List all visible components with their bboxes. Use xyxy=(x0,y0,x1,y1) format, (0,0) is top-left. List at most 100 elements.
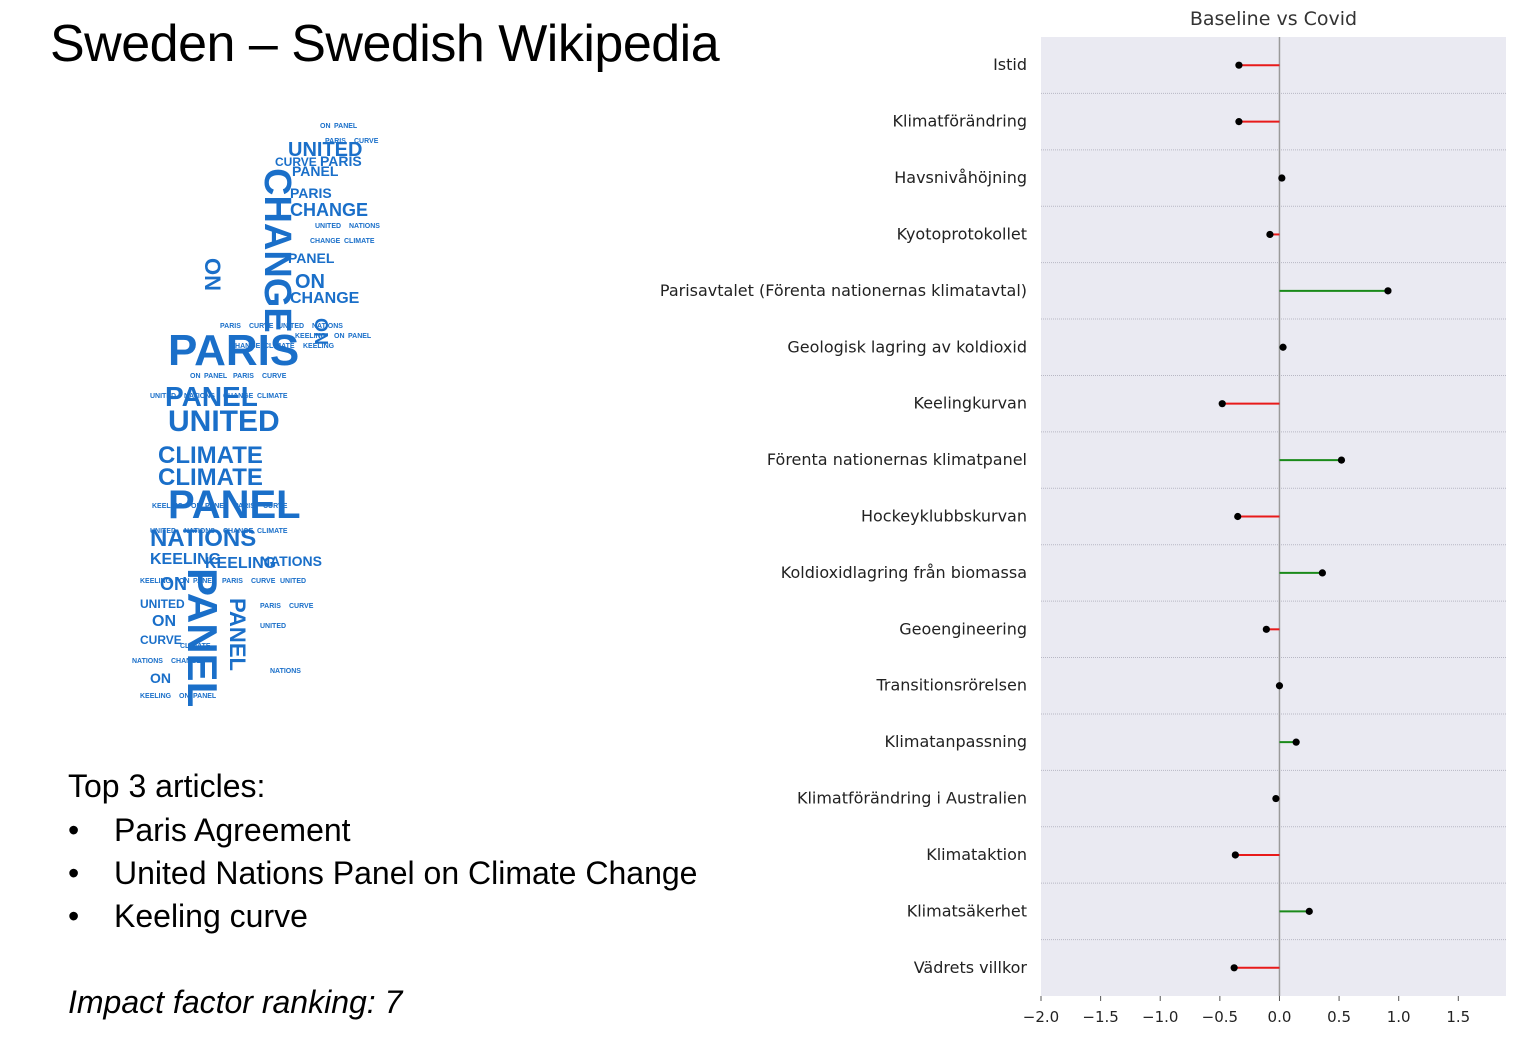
cloud-word: CHANGE xyxy=(290,200,368,220)
cloud-word: PARIS xyxy=(290,185,332,201)
cloud-word: PANEL xyxy=(225,598,250,671)
lollipop-point xyxy=(1218,400,1226,408)
sweden-map-shape xyxy=(118,91,406,728)
category-label: Vädrets villkor xyxy=(914,958,1028,977)
cloud-filler-word: KEELING xyxy=(295,333,327,340)
lollipop-point xyxy=(1318,569,1326,577)
list-item: • United Nations Panel on Climate Change xyxy=(68,852,697,895)
cloud-filler-word: ON xyxy=(179,693,190,700)
x-tick-label: −0.5 xyxy=(1202,1008,1238,1026)
category-label: Transitionsrörelsen xyxy=(875,676,1027,695)
cloud-filler-word: PANEL xyxy=(193,693,217,700)
cloud-word: CHANGE xyxy=(256,168,298,333)
cloud-word: KEELING xyxy=(150,551,221,568)
cloud-filler-word: CURVE xyxy=(289,603,314,610)
lollipop-point xyxy=(1272,794,1280,803)
cloud-word: PARIS xyxy=(320,153,362,169)
cloud-filler-word: PANEL xyxy=(348,333,372,340)
cloud-filler-word: NATIONS xyxy=(132,658,163,665)
word-cloud-sweden: CHANGE PARIS PANEL UNITED CLIMATE CLIMATE PANE… xyxy=(110,88,530,738)
impact-factor-ranking: Impact factor ranking: 7 xyxy=(68,984,403,1020)
category-label: Klimatanpassning xyxy=(884,732,1027,751)
slide-title: Sweden – Swedish Wikipedia xyxy=(50,15,720,73)
x-tick-label: −2.0 xyxy=(1023,1008,1059,1026)
cloud-word: CURVE xyxy=(140,633,182,647)
article-title: United Nations Panel on Climate Change xyxy=(114,855,698,891)
cloud-filler-word: NATIONS xyxy=(270,668,301,675)
list-item: • Paris Agreement xyxy=(68,809,697,852)
cloud-filler-word: CURVE xyxy=(249,323,274,330)
cloud-word: PANEL xyxy=(168,483,301,527)
cloud-filler-word: CLIMATE xyxy=(257,393,288,400)
cloud-filler-word: PARIS xyxy=(260,603,281,610)
cloud-filler-word: UNITED xyxy=(280,578,306,585)
category-label: Klimatförändring i Australien xyxy=(797,789,1027,808)
category-label: Havsnivåhöjning xyxy=(894,168,1027,187)
cloud-word: NATIONS xyxy=(150,525,256,552)
cloud-filler-word: CHANGE xyxy=(223,528,254,535)
cloud-filler-word: ON xyxy=(179,578,190,585)
cloud-word: PANEL xyxy=(288,250,335,266)
cloud-word: NATIONS xyxy=(260,553,322,569)
category-label: Geoengineering xyxy=(899,619,1027,638)
category-label: Förenta nationernas klimatpanel xyxy=(767,450,1027,469)
chart-title: Baseline vs Covid xyxy=(1190,8,1357,30)
lollipop-point xyxy=(1292,738,1300,746)
cloud-filler-word: CLIMATE xyxy=(264,343,295,350)
lollipop-point xyxy=(1279,343,1287,351)
cloud-word: UNITED xyxy=(288,139,362,161)
bullet-icon: • xyxy=(68,855,80,891)
x-tick-label: 1.0 xyxy=(1387,1008,1411,1026)
cloud-filler-word: KEELING xyxy=(303,343,335,350)
cloud-filler-word: CHANGE xyxy=(310,238,341,245)
x-tick-label: −1.0 xyxy=(1142,1008,1178,1026)
cloud-filler-word: CLIMATE xyxy=(257,528,288,535)
cloud-filler-word: ON xyxy=(190,373,201,380)
cloud-filler-word: CURVE xyxy=(262,373,287,380)
cloud-filler-word: ON xyxy=(191,503,202,510)
lollipop-point xyxy=(1278,174,1286,182)
cloud-word: PANEL xyxy=(179,568,226,707)
cloud-word: PANEL xyxy=(292,163,339,179)
cloud-filler-word: NATIONS xyxy=(349,223,380,230)
cloud-filler-word: PARIS xyxy=(325,138,346,145)
category-label: Parisavtalet (Förenta nationernas klimat… xyxy=(660,281,1027,300)
cloud-word: KEELING xyxy=(205,555,276,572)
lollipop-point xyxy=(1262,625,1270,633)
top-articles-list: • Paris Agreement • United Nations Panel o… xyxy=(68,809,697,938)
cloud-word: ON xyxy=(152,613,176,630)
category-label: Kyotoprotokollet xyxy=(897,224,1027,243)
cloud-filler-word: CHANGE xyxy=(171,658,202,665)
cloud-filler-word: UNITED xyxy=(150,393,176,400)
article-title: Paris Agreement xyxy=(114,812,351,848)
lollipop-point xyxy=(1275,682,1284,690)
category-label: Geologisk lagring av koldioxid xyxy=(787,337,1027,356)
cloud-word: ON xyxy=(311,318,331,345)
top-articles: Top 3 articles: • Paris Agreement • United… xyxy=(68,768,697,938)
cloud-filler-word: NATIONS xyxy=(184,393,215,400)
cloud-filler-word: UNITED xyxy=(150,528,176,535)
x-tick-label: 1.5 xyxy=(1446,1008,1470,1026)
cloud-filler-word: PANEL xyxy=(204,373,228,380)
x-tick-label: −1.5 xyxy=(1082,1008,1118,1026)
cloud-word: CLIMATE xyxy=(158,464,263,491)
cloud-filler-word: PARIS xyxy=(234,503,255,510)
category-label: Klimataktion xyxy=(926,845,1027,864)
cloud-filler-word: PARIS xyxy=(220,323,241,330)
category-label: Koldioxidlagring från biomassa xyxy=(781,563,1027,582)
cloud-filler-word: UNITED xyxy=(278,323,304,330)
category-label: Klimatförändring xyxy=(893,112,1027,131)
lollipop-point xyxy=(1235,61,1243,69)
chart-svg: Baseline vs Covid Istid Klimatförändring Ha… xyxy=(660,8,1506,1026)
cloud-filler-word: CHANGE xyxy=(223,393,254,400)
cloud-filler-word: CURVE xyxy=(354,138,379,145)
cloud-filler-word: NATIONS xyxy=(184,528,215,535)
cloud-filler-word: CLIMATE xyxy=(180,643,211,650)
cloud-word: CLIMATE xyxy=(158,442,263,469)
cloud-word: CHANGE xyxy=(290,290,360,307)
lollipop-point xyxy=(1266,230,1274,239)
cloud-word: PANEL xyxy=(165,381,258,412)
cloud-filler-word: KEELING xyxy=(140,578,172,585)
cloud-filler-word: PANEL xyxy=(193,578,217,585)
lollipop-point xyxy=(1337,456,1346,464)
